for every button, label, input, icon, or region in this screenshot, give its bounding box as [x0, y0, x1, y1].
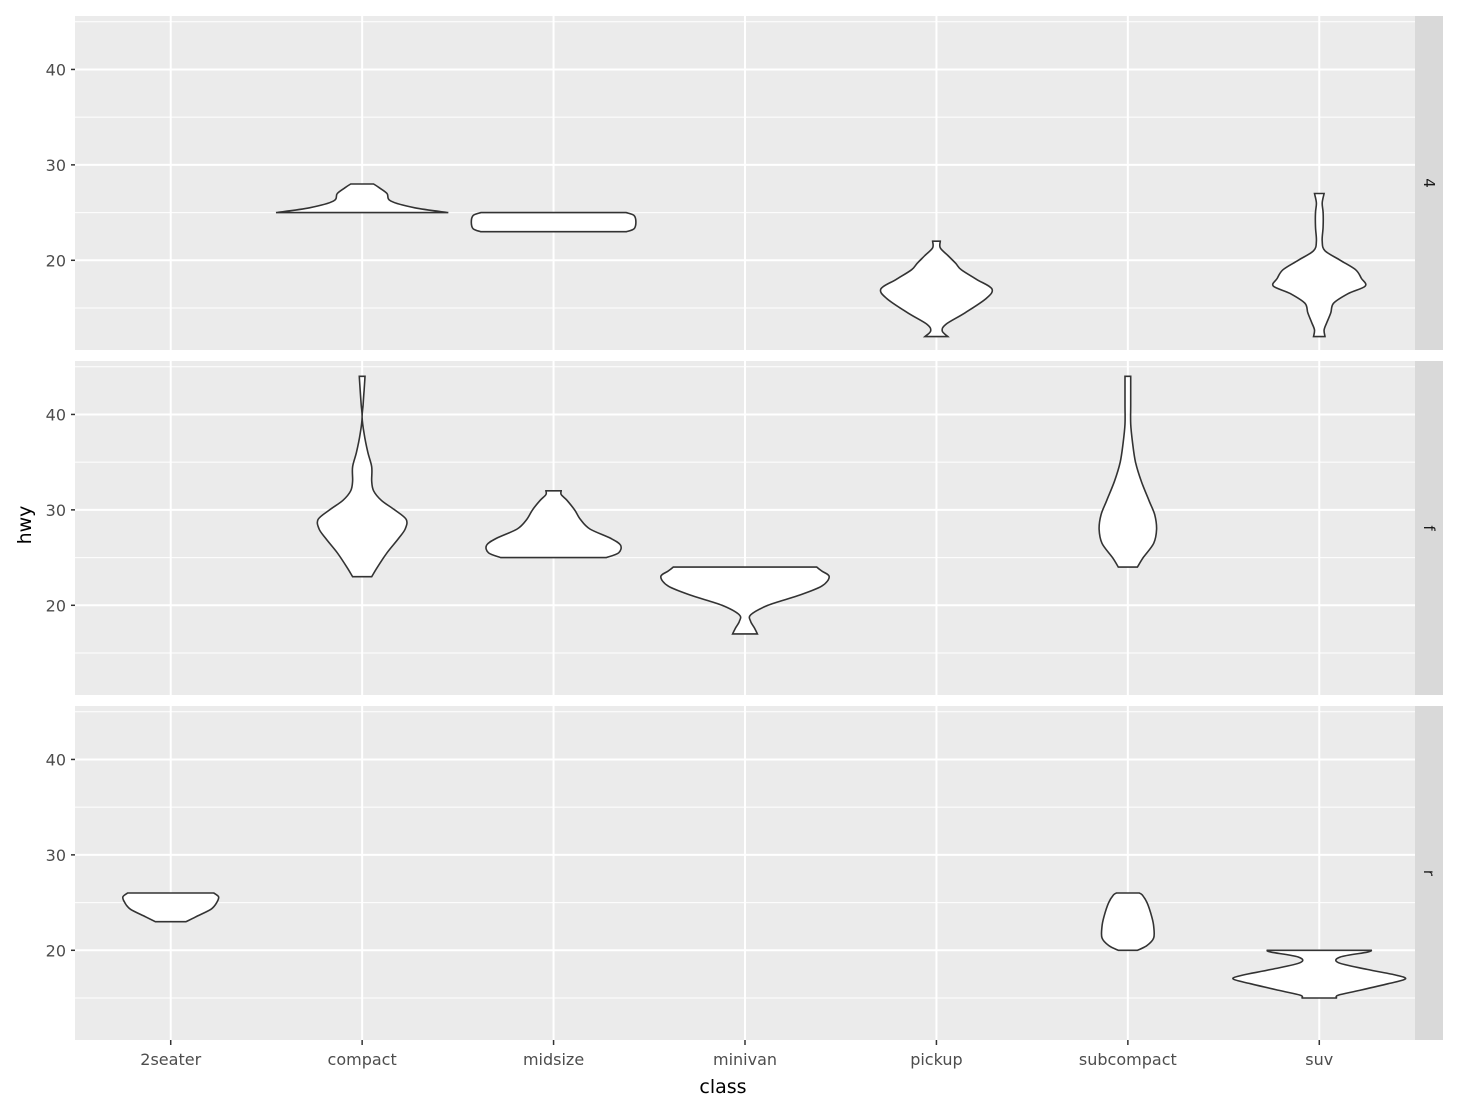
violin-2seater	[121, 892, 220, 923]
facet-strip-label: r	[1420, 870, 1438, 877]
violin-compact	[275, 183, 449, 214]
y-tick-label: 30	[46, 156, 66, 175]
facet-panels: 20 30 40 4 20 30 40 f 20 30 40 r 2seater compact midsi…	[46, 16, 1443, 1069]
x-tick-label: minivan	[713, 1050, 777, 1069]
x-tick-label: subcompact	[1079, 1050, 1177, 1069]
y-tick-label: 30	[46, 501, 66, 520]
x-tick-label: suv	[1305, 1050, 1333, 1069]
facet-panel-4: 20 30 40 4	[46, 16, 1443, 350]
x-axis-title: class	[699, 1076, 746, 1098]
facet-strip-label: f	[1420, 525, 1438, 531]
violin-subcompact	[1100, 892, 1156, 952]
violin-pickup	[879, 240, 994, 338]
facet-panel-r: 20 30 40 r	[46, 706, 1443, 1040]
x-tick-label: pickup	[910, 1050, 962, 1069]
y-tick-label: 40	[46, 750, 66, 769]
y-tick-label: 30	[46, 846, 66, 865]
violin-suv	[1232, 949, 1407, 999]
facet-strip-4	[1415, 16, 1443, 350]
violin-subcompact	[1098, 375, 1158, 568]
facet-strip-r	[1415, 706, 1443, 1040]
violin-midsize	[470, 211, 637, 233]
violin-compact	[316, 375, 408, 578]
x-tick-label: compact	[328, 1050, 397, 1069]
x-tick-label: midsize	[523, 1050, 584, 1069]
violin-midsize	[485, 490, 622, 559]
violin-minivan	[659, 566, 831, 635]
y-tick-label: 40	[46, 405, 66, 424]
violin-suv	[1271, 192, 1367, 338]
y-tick-label: 20	[46, 941, 66, 960]
facet-panel-f: 20 30 40 f	[46, 361, 1443, 695]
facet-strip-f	[1415, 361, 1443, 695]
y-tick-label: 20	[46, 251, 66, 270]
facet-strip-label: 4	[1420, 178, 1438, 188]
x-tick-label: 2seater	[140, 1050, 201, 1069]
y-tick-label: 20	[46, 596, 66, 615]
y-tick-label: 40	[46, 60, 66, 79]
y-axis-title: hwy	[14, 506, 36, 545]
